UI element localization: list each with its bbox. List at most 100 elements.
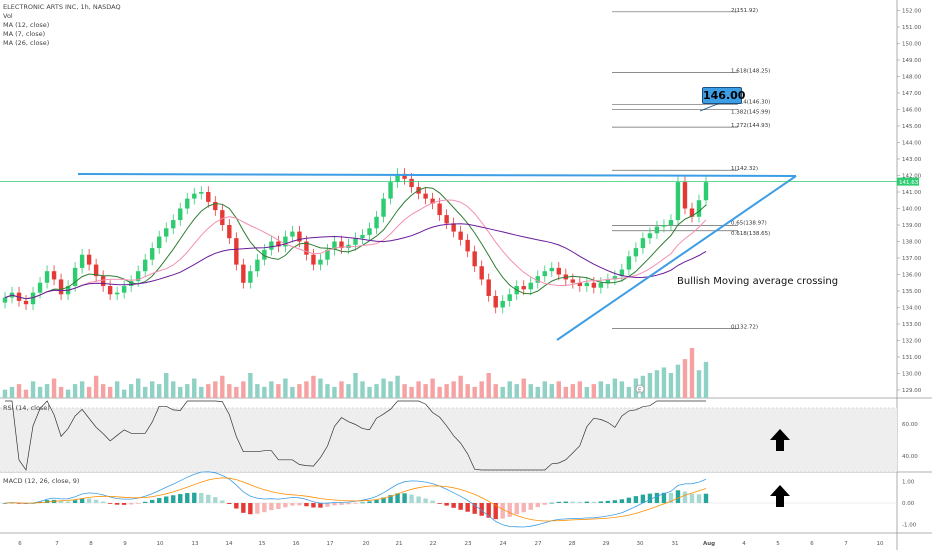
candle-body (577, 282, 583, 287)
candle-body (58, 279, 64, 295)
candle-body (100, 276, 106, 287)
macd-histogram-bar (696, 494, 702, 503)
volume-bar (213, 381, 218, 398)
candle-body (381, 198, 386, 217)
volume-bar (311, 375, 316, 398)
legend-item-ma7: MA (7, close) (3, 30, 46, 38)
candle-body (486, 279, 491, 296)
candle-body (360, 234, 365, 239)
volume-bar (185, 384, 190, 398)
fib-level-label: 1.414(146.30) (731, 100, 770, 106)
candle-body (128, 281, 134, 287)
candle-body (465, 239, 470, 252)
macd-histogram-bar (143, 501, 148, 503)
volume-bar (9, 386, 15, 398)
volume-bar (661, 367, 667, 398)
volume-bar (584, 386, 590, 398)
volume-bar (318, 378, 323, 398)
candle-body (493, 295, 498, 308)
candle-body (79, 254, 85, 268)
price-tick-label: 145.00 (902, 124, 922, 130)
candle-body (164, 228, 169, 237)
candle-body (689, 208, 695, 217)
macd-histogram-bar (493, 503, 498, 520)
macd-histogram-bar (332, 503, 337, 506)
macd-tick-label: -1.00 (902, 522, 917, 528)
price-tick-label: 130.00 (902, 372, 922, 378)
candle-body (51, 271, 57, 280)
volume-bar (647, 373, 653, 398)
candle-body (93, 264, 99, 277)
chart-legend: ELECTRONIC ARTS INC, 1h, NASDAQ Vol MA (… (3, 3, 121, 48)
candle-body (311, 254, 316, 265)
fib-level-label: 0(132.72) (731, 325, 758, 331)
candle-body (37, 282, 43, 293)
macd-histogram-bar (248, 503, 253, 515)
volume-bar (164, 373, 169, 398)
support-trendline (556, 175, 797, 341)
annotation-text: Bullish Moving average crossing (677, 276, 839, 287)
price-tick-label: 148.00 (902, 75, 922, 81)
candle-body (444, 215, 449, 224)
macd-histogram-bar (164, 496, 169, 503)
candle-body (206, 192, 211, 202)
volume-bar (178, 386, 183, 398)
volume-bar (199, 386, 204, 398)
volume-bar (150, 381, 155, 398)
volume-bar (598, 381, 604, 398)
time-tick-label: 13 (192, 541, 199, 547)
time-tick-label: 14 (226, 541, 233, 547)
macd-histogram-bar (150, 499, 155, 503)
candle-body (584, 282, 590, 287)
candle-body (171, 220, 176, 229)
volume-bar (290, 386, 295, 398)
macd-histogram-bar (584, 501, 590, 503)
volume-bar (416, 381, 421, 398)
candle-body (675, 182, 681, 221)
macd-histogram-bar (430, 500, 435, 503)
candle-body (703, 182, 709, 201)
macd-histogram-bar (171, 495, 176, 503)
price-axis[interactable]: 129.00 130.00 131.00 132.00 133.00 134.00 135.… (0, 9, 922, 395)
volume-bar (360, 381, 365, 398)
macd-histogram-bar (16, 503, 22, 504)
macd-histogram-bar (458, 503, 463, 510)
time-tick-label: 24 (500, 541, 507, 547)
candle-body (255, 259, 260, 272)
macd-histogram-bar (290, 503, 295, 506)
time-axis[interactable]: 6 7 8 9 10 13 14 15 16 17 20 21 22 23 24 27 28 29 30 31 Aug 4… (18, 541, 884, 547)
time-tick-label: 9 (123, 541, 127, 547)
candle-body (402, 173, 407, 179)
candle-body (234, 238, 239, 265)
macd-histogram-bar (486, 503, 491, 518)
macd-histogram-bar (100, 501, 106, 503)
macd-histogram-bar (241, 503, 246, 513)
volume-bar (339, 381, 344, 398)
volume-bar (395, 375, 400, 398)
macd-histogram-bar (689, 493, 695, 503)
macd-histogram-bar (654, 492, 660, 503)
volume-bar (100, 384, 106, 398)
volume-bar (269, 381, 274, 398)
volume-bar (444, 384, 449, 398)
macd-histogram-bar (444, 503, 449, 506)
macd-histogram-bar (395, 493, 400, 503)
candle-body (2, 297, 8, 303)
volume-bar (171, 381, 176, 398)
volume-bar (451, 381, 456, 398)
macd-histogram-bar (311, 503, 316, 508)
fibonacci-extension[interactable]: 2(151.92) 1.618(148.25) 1.414(146.30) 1.382… (612, 8, 770, 331)
candle-body (227, 225, 232, 239)
price-target-badge[interactable]: 146.00 (702, 87, 746, 104)
candle-body (423, 193, 428, 199)
candle-body (332, 241, 337, 250)
time-tick-label: 16 (293, 541, 300, 547)
macd-histogram-bar (472, 503, 477, 514)
macd-histogram-bar (661, 492, 667, 503)
price-tick-label: 132.00 (902, 339, 922, 345)
legend-item-vol: Vol (3, 12, 13, 20)
volume-bar (542, 381, 547, 398)
macd-histogram-bar (107, 503, 113, 504)
legend-item-ma12: MA (12, close) (3, 21, 50, 29)
